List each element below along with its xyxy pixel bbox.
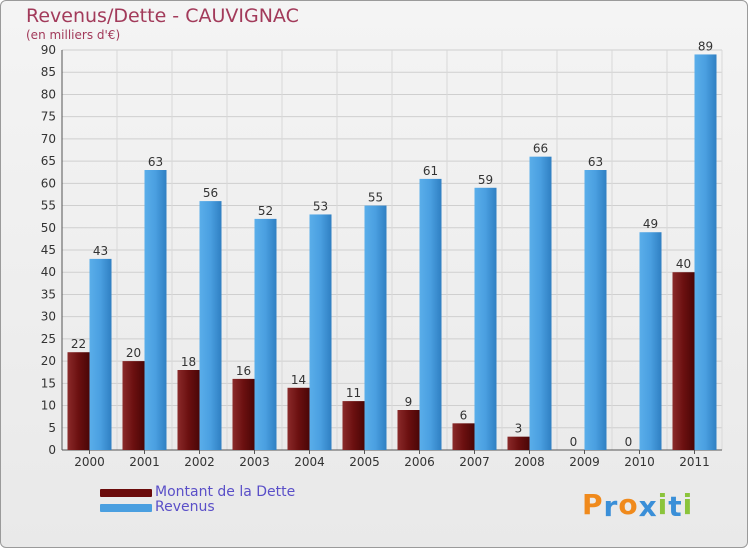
data-label-debt: 0 <box>570 435 578 449</box>
data-label-revenus: 63 <box>148 155 163 169</box>
data-label-debt: 18 <box>181 355 196 369</box>
proxiti-logo: Proxiti <box>582 488 694 523</box>
bar-revenus <box>474 187 497 450</box>
bar-debt <box>177 370 200 450</box>
bar-revenus <box>584 170 607 450</box>
bar-debt <box>452 423 475 450</box>
x-tick-label: 2002 <box>184 455 215 469</box>
bar-debt <box>507 436 530 450</box>
data-label-debt: 16 <box>236 364 251 378</box>
x-tick-label: 2009 <box>569 455 600 469</box>
logo-letter: P <box>582 488 604 521</box>
logo-letter: o <box>618 488 639 521</box>
bar-debt <box>287 387 310 450</box>
y-tick-label: 40 <box>41 265 56 279</box>
y-tick-label: 60 <box>41 176 56 190</box>
bar-revenus <box>309 214 332 450</box>
logo-letter: i <box>657 488 669 521</box>
x-tick-label: 2001 <box>129 455 160 469</box>
legend-label-debt: Montant de la Dette <box>155 484 296 500</box>
y-tick-label: 10 <box>41 399 56 413</box>
y-tick-label: 90 <box>41 43 56 57</box>
logo-letter: t <box>668 490 683 523</box>
y-tick-label: 80 <box>41 87 56 101</box>
logo-letter: i <box>682 488 694 521</box>
bar-debt <box>672 272 695 450</box>
data-label-debt: 3 <box>515 422 523 436</box>
data-label-revenus: 66 <box>533 142 548 156</box>
bar-debt <box>397 410 420 450</box>
data-label-debt: 0 <box>625 435 633 449</box>
bar-revenus <box>364 205 387 450</box>
chart-subtitle: (en milliers d'€) <box>26 28 121 42</box>
x-tick-label: 2011 <box>679 455 710 469</box>
y-tick-label: 70 <box>41 132 56 146</box>
x-tick-label: 2006 <box>404 455 435 469</box>
data-label-revenus: 43 <box>93 244 108 258</box>
bar-revenus <box>199 201 222 450</box>
data-label-revenus: 56 <box>203 186 218 200</box>
bar-revenus <box>254 218 277 450</box>
bar-revenus <box>144 170 167 450</box>
bar-revenus <box>89 258 112 450</box>
x-tick-label: 2000 <box>74 455 105 469</box>
data-label-revenus: 49 <box>643 217 658 231</box>
data-label-debt: 6 <box>460 408 468 422</box>
y-tick-label: 5 <box>48 421 56 435</box>
data-label-revenus: 59 <box>478 173 493 187</box>
y-tick-label: 45 <box>41 243 56 257</box>
x-tick-label: 2004 <box>294 455 325 469</box>
data-label-revenus: 63 <box>588 155 603 169</box>
x-tick-label: 2008 <box>514 455 545 469</box>
y-tick-label: 85 <box>41 65 56 79</box>
bar-debt <box>232 378 255 450</box>
data-label-debt: 14 <box>291 373 306 387</box>
bar-debt <box>342 401 365 450</box>
y-tick-label: 65 <box>41 154 56 168</box>
x-tick-label: 2003 <box>239 455 270 469</box>
x-tick-label: 2005 <box>349 455 380 469</box>
y-tick-label: 15 <box>41 376 56 390</box>
y-tick-label: 50 <box>41 221 56 235</box>
data-label-revenus: 55 <box>368 191 383 205</box>
legend-swatch-revenus <box>100 504 152 512</box>
y-tick-label: 75 <box>41 110 56 124</box>
y-tick-label: 30 <box>41 310 56 324</box>
bar-revenus <box>694 54 717 450</box>
data-label-debt: 9 <box>405 395 413 409</box>
data-label-debt: 22 <box>71 337 86 351</box>
bar-revenus <box>419 178 442 450</box>
bar-debt <box>122 361 145 450</box>
y-tick-label: 20 <box>41 354 56 368</box>
y-tick-label: 25 <box>41 332 56 346</box>
data-label-debt: 40 <box>676 257 691 271</box>
chart-title: Revenus/Dette - CAUVIGNAC <box>26 5 299 27</box>
bar-revenus <box>639 232 662 450</box>
bar-debt <box>67 352 90 450</box>
y-tick-label: 55 <box>41 199 56 213</box>
y-tick-label: 0 <box>48 443 56 457</box>
data-label-revenus: 61 <box>423 164 438 178</box>
data-label-debt: 11 <box>346 386 361 400</box>
legend-swatch-debt <box>100 489 152 497</box>
bar-revenus <box>529 156 552 450</box>
data-label-debt: 20 <box>126 346 141 360</box>
y-tick-label: 35 <box>41 287 56 301</box>
logo-letter: x <box>638 490 658 523</box>
x-tick-label: 2007 <box>459 455 490 469</box>
legend-label-revenus: Revenus <box>155 499 215 515</box>
data-label-revenus: 52 <box>258 204 273 218</box>
logo-letter: r <box>603 490 619 523</box>
x-tick-label: 2010 <box>624 455 655 469</box>
data-label-revenus: 53 <box>313 199 328 213</box>
data-label-revenus: 89 <box>698 39 713 53</box>
